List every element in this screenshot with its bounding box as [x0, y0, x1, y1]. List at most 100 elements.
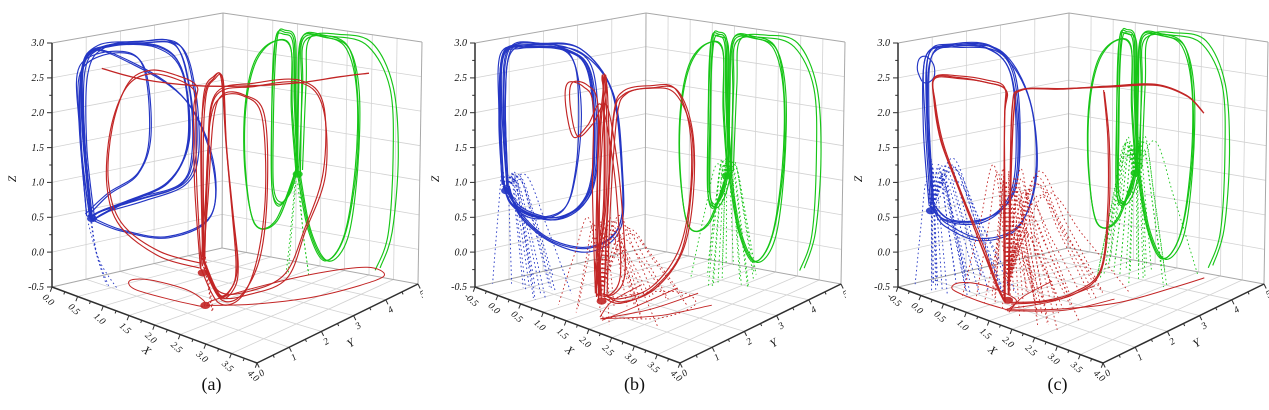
x-tick-label: 1.0: [531, 318, 547, 334]
box-edges: [51, 12, 423, 288]
x-tick-label: 0.0: [40, 293, 56, 309]
z-tick-label: 0.5: [32, 213, 45, 224]
z-tick-label: 1.5: [32, 143, 45, 154]
panel-c: -0.5 0.0 0.5 1.0 1.5 2.0 2.5 3.0 3.5 4.0 X 0 1 2 3 4 5 Y -…: [846, 0, 1269, 410]
y-tick-label: 0: [257, 368, 267, 379]
box-edges: [474, 12, 846, 288]
z-tick-label: 0.5: [878, 213, 891, 224]
z-tick-label: 1.0: [455, 178, 468, 189]
y-tick-label: 4: [386, 305, 396, 316]
x-tick-label: 3.0: [1045, 351, 1061, 367]
series-green-trajectories: [243, 28, 399, 276]
y-tick-label: 1: [1136, 353, 1145, 364]
y-tick-label: 4: [809, 305, 819, 316]
z-tick-label: 1.5: [455, 143, 468, 154]
x-tick-label: 2.0: [577, 335, 593, 351]
caption-a: (a): [201, 374, 222, 394]
series-red-trajectories: [101, 67, 385, 312]
z-tick-label: 0.0: [32, 247, 45, 258]
z-tick-label: 0.0: [455, 247, 468, 258]
x-tick-label: 1.5: [554, 327, 570, 343]
series-green-trajectories: [678, 30, 822, 289]
y-axis-title: Y: [768, 336, 781, 350]
y-tick-label: 3: [353, 321, 363, 333]
caption-c: (c): [1047, 374, 1068, 394]
z-tick-label: 0.0: [878, 247, 891, 258]
series-red-trajectories: [557, 72, 712, 328]
z-tick-label: 3.0: [877, 38, 891, 49]
z-tick-label: 2.0: [32, 108, 45, 119]
series-blue-trajectories: [914, 41, 1038, 297]
y-tick-label: 5: [418, 289, 423, 300]
y-tick-label: 0: [1103, 368, 1113, 379]
z-tick-label: 2.5: [878, 73, 891, 84]
x-tick-label: 1.5: [977, 327, 993, 343]
z-tick-label: 1.0: [878, 178, 891, 189]
trajectory-knot: [87, 215, 97, 223]
z-axis-title: Z: [853, 175, 865, 182]
panel-a-plot: 0.00.51.01.52.02.53.03.54.0X012345Y-0.50…: [7, 12, 423, 384]
panel-a: 0.0 0.5 1.0 1.5 2.0 2.5 3.0 3.5 4.0 X 0 1 2 3 4 5 Y -0.5 0…: [0, 0, 423, 410]
z-tick-label: 2.0: [878, 108, 891, 119]
y-tick-label: 1: [713, 353, 722, 364]
y-axis-title: Y: [345, 336, 358, 350]
x-tick-label: 3.5: [219, 359, 235, 375]
x-tick-label: 3.0: [193, 349, 209, 365]
z-tick-label: 2.0: [455, 108, 468, 119]
trajectory-knot: [925, 207, 936, 215]
y-tick-label: 5: [841, 289, 846, 300]
x-tick-label: 0.5: [932, 310, 948, 326]
z-tick-label: -0.5: [451, 282, 467, 293]
x-tick-label: 0.0: [909, 301, 925, 317]
z-tick-label: -0.5: [874, 282, 890, 293]
y-tick-label: 2: [322, 337, 332, 348]
z-tick-label: 1.0: [32, 178, 45, 189]
x-tick-label: 0.5: [509, 310, 525, 326]
x-tick-label: 0.0: [486, 301, 502, 317]
box-walls: [475, 13, 845, 363]
x-tick-label: 0.5: [66, 302, 82, 318]
trajectory-knot: [596, 297, 607, 305]
y-tick-label: 3: [776, 321, 786, 333]
trajectory-knot: [721, 172, 732, 180]
trajectory-knot: [197, 269, 208, 277]
panel-c-plot: -0.5 0.00.51.01.52.02.53.03.54.0X012345Y-…: [853, 12, 1269, 384]
z-tick-label: -0.5: [28, 282, 44, 293]
x-tick-label: 2.5: [1023, 343, 1039, 359]
x-tick-label: 3.0: [622, 351, 638, 367]
z-tick-label: 3.0: [31, 38, 45, 49]
axis-ticks: [893, 42, 1267, 368]
series-green-trajectories: [1086, 27, 1231, 288]
x-tick-label: 2.5: [600, 343, 616, 359]
x-axis-title: X: [985, 343, 1000, 358]
x-tick-label: 2.5: [168, 340, 184, 356]
x-tick-label: 1.5: [117, 321, 133, 337]
x-tick-label: 1.0: [91, 312, 107, 328]
axis-ticks: [47, 42, 421, 368]
series-red-trajectories: [931, 74, 1205, 331]
z-tick-label: 1.5: [878, 143, 891, 154]
panel-b-plot: -0.5 0.00.51.01.52.02.53.03.54.0X012345Y-…: [430, 12, 846, 384]
z-tick-label: 0.5: [455, 213, 468, 224]
grid-lines: [897, 16, 1268, 355]
y-tick-label: 4: [1232, 305, 1242, 316]
y-tick-label: 5: [1264, 289, 1269, 300]
panel-b: -0.5 0.0 0.5 1.0 1.5 2.0 2.5 3.0 3.5 4.0 X 0 1 2 3 4 5 Y -…: [423, 0, 846, 410]
y-tick-label: 0: [680, 368, 690, 379]
x-axis-title: X: [562, 343, 577, 358]
axis-ticks: [470, 42, 844, 368]
trajectory-knot: [1130, 169, 1141, 177]
z-axis-title: Z: [7, 175, 19, 182]
box-edges: [897, 12, 1269, 288]
x-tick-label: -0.5: [462, 292, 480, 310]
z-axis-title: Z: [430, 175, 442, 182]
x-tick-label: 2.0: [1000, 335, 1016, 351]
box-walls: [898, 13, 1268, 363]
trajectory-knot: [1003, 296, 1014, 304]
trajectory-knot: [292, 170, 303, 178]
trajectory-knot: [501, 187, 512, 195]
y-axis-title: Y: [1191, 336, 1204, 350]
series-blue-trajectories: [75, 38, 217, 290]
y-tick-label: 3: [1199, 321, 1209, 333]
